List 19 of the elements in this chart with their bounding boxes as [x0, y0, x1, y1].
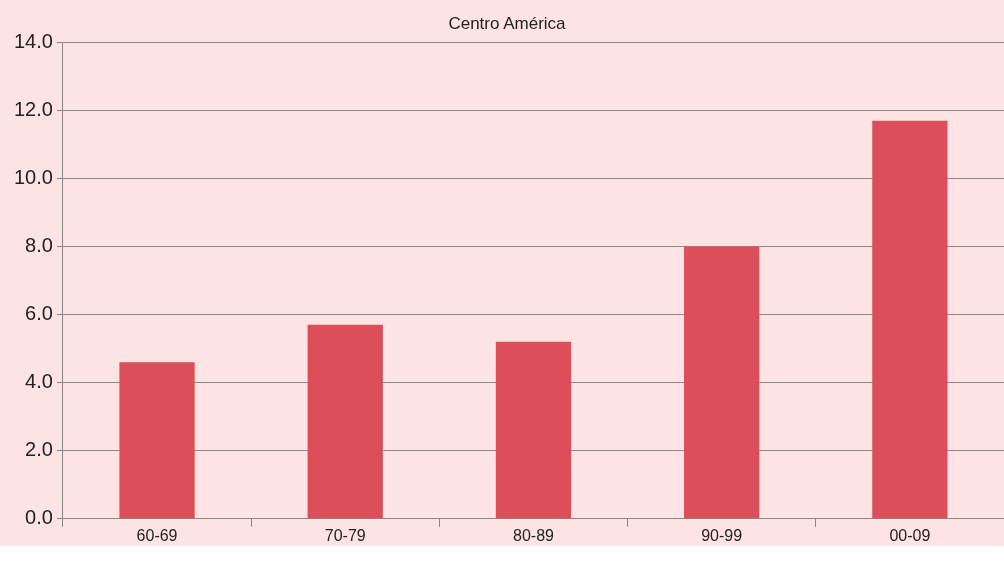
y-tick-label: 6.0 — [25, 302, 53, 325]
y-tick-label: 0.0 — [25, 506, 53, 529]
x-tick-label: 80-89 — [513, 526, 555, 544]
y-tick-label: 14.0 — [13, 29, 53, 52]
bar — [495, 341, 572, 519]
x-tick-label: 00-09 — [889, 526, 931, 544]
y-tick-label: 12.0 — [13, 97, 53, 120]
bar — [684, 246, 760, 519]
y-tick-label: 8.0 — [25, 234, 53, 257]
chart-title: Centro América — [448, 13, 567, 33]
bar — [307, 324, 383, 519]
bar — [872, 120, 948, 519]
bar — [119, 362, 195, 519]
y-tick-label: 4.0 — [25, 370, 53, 393]
x-tick-label: 90-99 — [701, 526, 743, 544]
x-tick-label: 60-69 — [136, 526, 178, 544]
y-tick-label: 2.0 — [25, 438, 53, 461]
x-tick-label: 70-79 — [324, 526, 366, 544]
y-tick-label: 10.0 — [13, 166, 53, 189]
